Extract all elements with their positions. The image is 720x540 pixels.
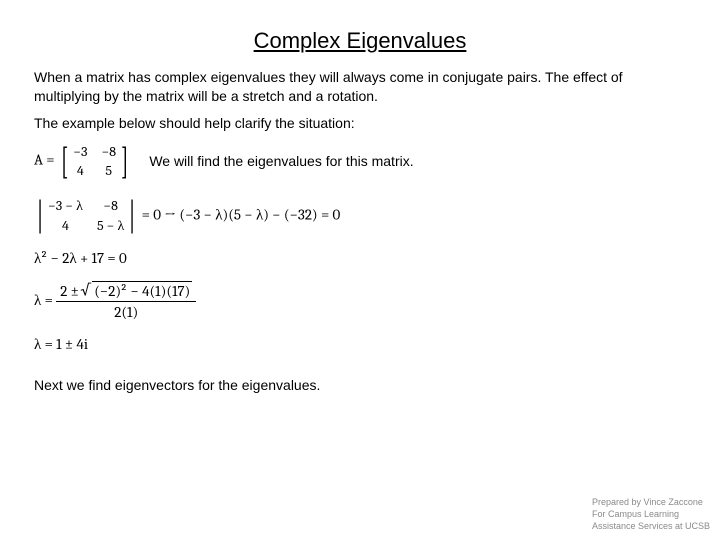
det-cell-22: 5 − λ	[97, 217, 124, 235]
left-bracket-icon: [	[61, 147, 68, 175]
slide: Complex Eigenvalues When a matrix has co…	[0, 0, 720, 395]
matrix-cells: −3 −8 4 5	[71, 143, 118, 179]
cell-22: 5	[101, 162, 116, 179]
intro-paragraph-2: The example below should help clarify th…	[34, 114, 686, 133]
cell-21: 4	[73, 162, 87, 179]
numerator: 2 ± (−2)² − 4(1)(17)	[56, 282, 196, 302]
footer-line-1: Prepared by Vince Zaccone	[592, 496, 710, 508]
det-cell-11: −3 − λ	[48, 197, 83, 215]
matrix-label: A =	[34, 150, 55, 168]
det-cell-12: −8	[97, 197, 124, 215]
matrix-caption: We will find the eigenvalues for this ma…	[149, 153, 413, 169]
determinant-equation: | −3 − λ −8 4 5 − λ | = 0 → (−3 − λ)(5 −…	[34, 197, 686, 235]
left-det-bar-icon: |	[37, 202, 44, 230]
right-det-bar-icon: |	[129, 202, 136, 230]
quadratic-formula: λ = 2 ± (−2)² − 4(1)(17) 2(1)	[34, 282, 686, 321]
det-cell-21: 4	[48, 217, 83, 235]
eigenvalue-result: λ = 1 ± 4i	[34, 335, 686, 354]
footer-line-2: For Campus Learning	[592, 508, 710, 520]
sqrt-icon: (−2)² − 4(1)(17)	[82, 282, 192, 300]
matrix-brackets: [ −3 −8 4 5 ]	[58, 143, 131, 179]
denominator: 2(1)	[56, 302, 196, 321]
footer-line-3: Assistance Services at UCSB	[592, 520, 710, 532]
cell-11: −3	[73, 143, 87, 160]
det-expansion: = 0 → (−3 − λ)(5 − λ) − (−32) = 0	[142, 205, 341, 223]
num-left: 2 ±	[60, 282, 82, 300]
characteristic-polynomial: λ² − 2λ + 17 = 0	[34, 249, 686, 268]
page-title: Complex Eigenvalues	[34, 28, 686, 54]
fraction: 2 ± (−2)² − 4(1)(17) 2(1)	[56, 282, 196, 321]
determinant-bars: | −3 − λ −8 4 5 − λ |	[34, 197, 138, 235]
lambda-equals: λ =	[34, 291, 53, 309]
det-cells: −3 − λ −8 4 5 − λ	[46, 197, 126, 235]
closing-paragraph: Next we find eigenvectors for the eigenv…	[34, 376, 686, 395]
right-bracket-icon: ]	[121, 147, 128, 175]
cell-12: −8	[101, 143, 116, 160]
footer-credits: Prepared by Vince Zaccone For Campus Lea…	[592, 496, 710, 532]
matrix-A: A = [ −3 −8 4 5 ]	[34, 143, 131, 179]
matrix-definition-row: A = [ −3 −8 4 5 ] We will find the eigen…	[34, 143, 686, 179]
intro-paragraph-1: When a matrix has complex eigenvalues th…	[34, 68, 686, 106]
radicand: (−2)² − 4(1)(17)	[92, 281, 192, 300]
